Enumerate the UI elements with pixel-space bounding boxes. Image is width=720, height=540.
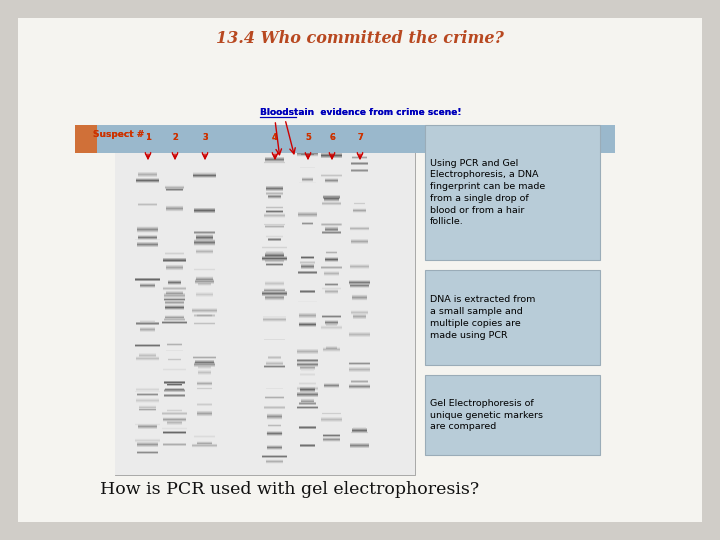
Bar <box>115 125 415 475</box>
Text: 1: 1 <box>145 132 151 141</box>
Text: 1: 1 <box>145 132 151 141</box>
Text: 6: 6 <box>329 132 335 141</box>
Text: 2: 2 <box>172 132 178 141</box>
Bar <box>425 125 600 260</box>
Text: Suspect #: Suspect # <box>93 130 144 139</box>
Text: Using PCR and Gel
Electrophoresis, a DNA
fingerprint can be made
from a single d: Using PCR and Gel Electrophoresis, a DNA… <box>430 159 545 226</box>
Text: 4: 4 <box>272 132 278 141</box>
Bar <box>425 375 600 455</box>
Bar <box>425 270 600 365</box>
Text: 5: 5 <box>305 132 311 141</box>
Bar <box>75 125 97 153</box>
Text: Bloodstain  evidence from crime scene!: Bloodstain evidence from crime scene! <box>260 108 462 117</box>
Text: 7: 7 <box>357 132 363 141</box>
Text: Suspect #: Suspect # <box>93 130 144 139</box>
Bar <box>95 125 115 153</box>
Text: 2: 2 <box>172 132 178 141</box>
Text: 6: 6 <box>329 132 335 141</box>
Bar <box>115 125 615 153</box>
Text: Gel Electrophoresis of
unique genetic markers
are compared: Gel Electrophoresis of unique genetic ma… <box>430 399 543 431</box>
Text: 3: 3 <box>202 132 208 141</box>
Text: Bloodstain  evidence from crime scene!: Bloodstain evidence from crime scene! <box>260 108 462 117</box>
Text: 5: 5 <box>305 132 311 141</box>
Bar <box>75 125 615 153</box>
Text: 7: 7 <box>357 132 363 141</box>
Text: 13.4 Who committed the crime?: 13.4 Who committed the crime? <box>216 30 504 47</box>
Text: 4: 4 <box>272 132 278 141</box>
Text: 3: 3 <box>202 132 208 141</box>
Bar <box>75 125 95 153</box>
Text: DNA is extracted from
a small sample and
multiple copies are
made using PCR: DNA is extracted from a small sample and… <box>430 295 536 340</box>
Text: How is PCR used with gel electrophoresis?: How is PCR used with gel electrophoresis… <box>100 482 479 498</box>
Bar <box>415 125 420 153</box>
